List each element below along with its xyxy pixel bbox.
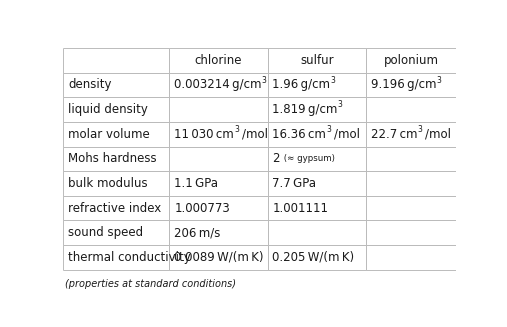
Text: 0.205 W/(m K): 0.205 W/(m K) (272, 251, 354, 264)
Text: refractive index: refractive index (68, 201, 161, 215)
Text: polonium: polonium (384, 54, 439, 67)
Text: 22.7 cm: 22.7 cm (371, 128, 417, 141)
Text: 206 m/s: 206 m/s (174, 226, 221, 239)
Text: 3: 3 (338, 100, 343, 110)
Text: thermal conductivity: thermal conductivity (68, 251, 191, 264)
Text: 1.000773: 1.000773 (174, 201, 230, 215)
Text: 2: 2 (272, 152, 280, 165)
Text: 3: 3 (436, 76, 441, 85)
Text: chlorine: chlorine (195, 54, 242, 67)
Text: 1.819 g/cm: 1.819 g/cm (272, 103, 338, 116)
Text: 1.96 g/cm: 1.96 g/cm (272, 78, 331, 92)
Text: 3: 3 (417, 125, 422, 134)
Text: /mol: /mol (425, 128, 451, 141)
Text: 16.36 cm: 16.36 cm (272, 128, 327, 141)
Text: Mohs hardness: Mohs hardness (68, 152, 157, 165)
Text: (properties at standard conditions): (properties at standard conditions) (65, 279, 236, 289)
Text: /mol: /mol (334, 128, 360, 141)
Text: 0.003214 g/cm: 0.003214 g/cm (174, 78, 262, 92)
Text: 3: 3 (234, 125, 239, 134)
Text: 7.7 GPa: 7.7 GPa (272, 177, 316, 190)
Text: 1.1 GPa: 1.1 GPa (174, 177, 218, 190)
Text: 3: 3 (327, 125, 331, 134)
Text: /mol: /mol (242, 128, 268, 141)
Text: molar volume: molar volume (68, 128, 150, 141)
Text: bulk modulus: bulk modulus (68, 177, 148, 190)
Text: 0.0089 W/(m K): 0.0089 W/(m K) (174, 251, 264, 264)
Text: (≈ gypsum): (≈ gypsum) (282, 154, 335, 164)
Text: density: density (68, 78, 112, 92)
Text: 11 030 cm: 11 030 cm (174, 128, 234, 141)
Text: 3: 3 (331, 76, 335, 85)
Text: 9.196 g/cm: 9.196 g/cm (371, 78, 436, 92)
Text: sound speed: sound speed (68, 226, 143, 239)
Text: 3: 3 (262, 76, 267, 85)
Text: liquid density: liquid density (68, 103, 148, 116)
Text: 1.001111: 1.001111 (272, 201, 329, 215)
Text: sulfur: sulfur (300, 54, 334, 67)
